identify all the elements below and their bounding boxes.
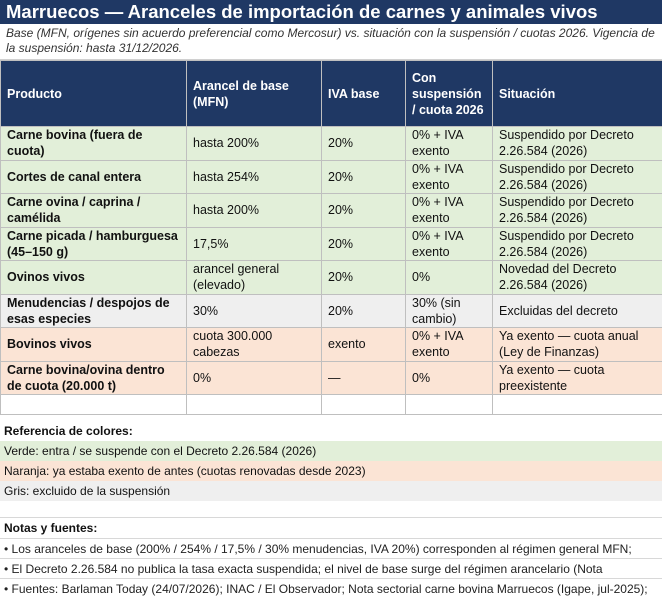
cell-arancel: hasta 254% [186,159,322,194]
cell-producto: Carne ovina / caprina / camélida [0,193,187,228]
cell-iva: 20% [321,260,406,295]
cell-producto: Menudencias / despojos de esas especies [0,293,187,328]
cell-producto: Carne bovina/ovina dentro de cuota (20.0… [0,360,187,395]
table-header-row: Producto Arancel de base (MFN) IVA base … [0,60,662,127]
table-row: Carne bovina/ovina dentro de cuota (20.0… [0,360,662,395]
cell-suspension: 0% + IVA exento [405,193,493,228]
blank-cell [186,394,322,415]
cell-situacion: Novedad del Decreto 2.26.584 (2026) [492,260,662,295]
table-row: Carne ovina / caprina / camélida hasta 2… [0,193,662,228]
cell-iva: exento [321,327,406,362]
cell-arancel: 0% [186,360,322,395]
cell-producto: Ovinos vivos [0,260,187,295]
table-row: Menudencias / despojos de esas especies … [0,293,662,328]
cell-suspension: 0% + IVA exento [405,126,493,161]
note-item: • Los aranceles de base (200% / 254% / 1… [0,538,662,558]
cell-situacion: Suspendido por Decreto 2.26.584 (2026) [492,226,662,261]
table-row: Carne bovina (fuera de cuota) hasta 200%… [0,126,662,161]
cell-situacion: Ya exento — cuota anual (Ley de Finanzas… [492,327,662,362]
cell-situacion: Suspendido por Decreto 2.26.584 (2026) [492,193,662,228]
tariff-table: Producto Arancel de base (MFN) IVA base … [0,60,662,415]
page-title: Marruecos — Aranceles de importación de … [0,0,662,24]
cell-iva: 20% [321,293,406,328]
legend-orange: Naranja: ya estaba exento de antes (cuot… [0,461,662,481]
cell-suspension: 0% + IVA exento [405,159,493,194]
header-situacion: Situación [492,60,662,127]
table-row: Carne picada / hamburguesa (45–150 g) 17… [0,226,662,261]
cell-arancel: hasta 200% [186,126,322,161]
cell-producto: Carne picada / hamburguesa (45–150 g) [0,226,187,261]
cell-iva: — [321,360,406,395]
cell-situacion: Ya exento — cuota preexistente [492,360,662,395]
cell-arancel: 17,5% [186,226,322,261]
note-item: • Fuentes: Barlaman Today (24/07/2026); … [0,578,662,598]
legend-gray: Gris: excluido de la suspensión [0,481,662,501]
table-row: Bovinos vivos cuota 300.000 cabezas exen… [0,327,662,362]
cell-suspension: 0% + IVA exento [405,226,493,261]
cell-arancel: arancel general (elevado) [186,260,322,295]
blank-cell [0,394,187,415]
cell-producto: Cortes de canal entera [0,159,187,194]
cell-arancel: 30% [186,293,322,328]
notes-title: Notas y fuentes: [4,521,98,535]
cell-arancel: cuota 300.000 cabezas [186,327,322,362]
legend-title: Referencia de colores: [4,424,133,438]
header-iva-base: IVA base [321,60,406,127]
cell-iva: 20% [321,126,406,161]
header-arancel-base: Arancel de base (MFN) [186,60,322,127]
cell-suspension: 0% [405,360,493,395]
cell-suspension: 0% + IVA exento [405,327,493,362]
cell-suspension: 0% [405,260,493,295]
legend-green: Verde: entra / se suspende con el Decret… [0,441,662,461]
cell-situacion: Excluidas del decreto [492,293,662,328]
cell-situacion: Suspendido por Decreto 2.26.584 (2026) [492,159,662,194]
cell-producto: Bovinos vivos [0,327,187,362]
header-con-suspension: Con suspensión / cuota 2026 [405,60,493,127]
cell-iva: 20% [321,159,406,194]
blank-cell [405,394,493,415]
page-subtitle: Base (MFN, orígenes sin acuerdo preferen… [0,24,662,60]
cell-iva: 20% [321,193,406,228]
note-item: • El Decreto 2.26.584 no publica la tasa… [0,558,662,578]
cell-situacion: Suspendido por Decreto 2.26.584 (2026) [492,126,662,161]
table-row: Cortes de canal entera hasta 254% 20% 0%… [0,159,662,194]
blank-row [0,394,662,415]
spacer-row [0,501,662,518]
cell-suspension: 30% (sin cambio) [405,293,493,328]
cell-arancel: hasta 200% [186,193,322,228]
blank-cell [321,394,406,415]
blank-cell [492,394,662,415]
cell-producto: Carne bovina (fuera de cuota) [0,126,187,161]
table-row: Ovinos vivos arancel general (elevado) 2… [0,260,662,295]
cell-iva: 20% [321,226,406,261]
header-producto: Producto [0,60,187,127]
